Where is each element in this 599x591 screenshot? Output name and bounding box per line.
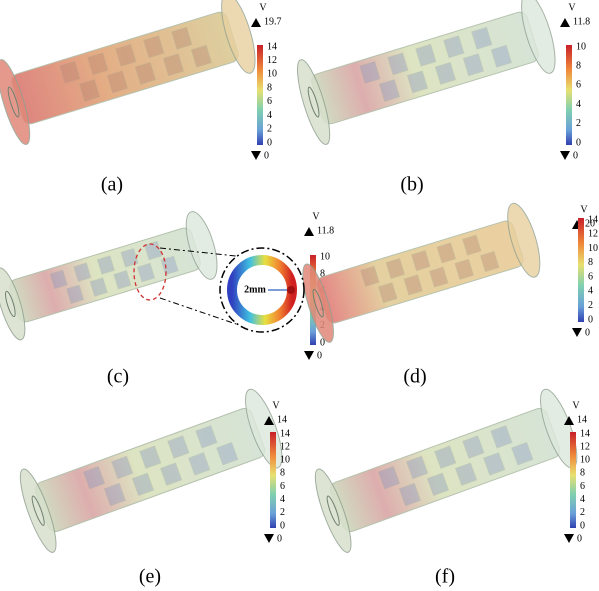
min-label: 0	[573, 150, 578, 161]
colorbar-tick: 14	[280, 428, 290, 439]
colorbar-tick: 10	[580, 455, 590, 466]
tube-body	[328, 406, 562, 534]
tube-body	[8, 226, 203, 324]
panel: V 14 14 12 10 8 6 4 2 0 0 (f)	[309, 383, 590, 588]
max-label: 14	[577, 414, 587, 425]
unit-label: V	[272, 400, 280, 411]
min-label: 0	[264, 150, 269, 161]
unit-label: V	[572, 400, 580, 411]
colorbar-tick: 0	[588, 314, 593, 325]
min-marker	[564, 534, 574, 543]
colorbar-tick: 12	[588, 229, 598, 240]
panel-label: (f)	[435, 566, 455, 588]
panel-label: (a)	[101, 174, 123, 196]
min-label: 0	[277, 533, 282, 544]
colorbar-tick: 8	[267, 82, 272, 93]
panel: V20141210864200(d)	[297, 198, 598, 388]
panel: V 14 14 12 10 8 6 4 2 0 0 (e)	[14, 383, 290, 588]
tube	[309, 383, 585, 556]
colorbar-tick: 14	[267, 41, 277, 52]
colorbar-tick: 4	[580, 494, 585, 505]
colorbar-tick: 0	[280, 520, 285, 531]
max-marker	[304, 227, 314, 236]
colorbar-tick: 12	[267, 55, 277, 66]
colorbar-tick: 2	[588, 300, 593, 311]
tube	[297, 198, 548, 345]
colorbar-tick: 2	[267, 124, 272, 135]
colorbar-tick: 6	[267, 96, 272, 107]
callout-dot	[287, 286, 295, 294]
tube	[0, 206, 224, 342]
min-label: 0	[585, 327, 590, 338]
colorbar-tick: 10	[576, 41, 586, 52]
tube	[0, 0, 263, 147]
colorbar-tick: 12	[580, 441, 590, 452]
colorbar-tick: 8	[280, 468, 285, 479]
unit-label: V	[568, 2, 576, 13]
tube-body	[33, 406, 267, 534]
max-label: 19.7	[264, 16, 282, 27]
colorbar-tick: 14	[588, 214, 598, 225]
max-label: 11.8	[573, 16, 590, 27]
colorbar-tick: 6	[576, 80, 581, 91]
colorbar-tick: 6	[280, 481, 285, 492]
colorbar-tick: 10	[588, 243, 598, 254]
colorbar-tick: 4	[267, 110, 272, 121]
tube	[14, 383, 290, 556]
panel-label: (c)	[107, 366, 129, 388]
min-label: 0	[317, 350, 322, 361]
tube	[291, 0, 563, 147]
colorbar	[578, 218, 584, 322]
max-marker	[251, 18, 261, 27]
colorbar	[570, 432, 576, 528]
colorbar-tick: 8	[576, 60, 581, 71]
max-label: 14	[277, 414, 287, 425]
min-marker	[304, 351, 314, 360]
min-marker	[572, 328, 582, 337]
unit-label: V	[259, 2, 267, 13]
colorbar-tick: 2	[576, 118, 581, 129]
max-label: 11.8	[317, 225, 334, 236]
colorbar-tick: 0	[576, 137, 581, 148]
tube-body	[310, 10, 540, 126]
panel: V 11.8 10 8 6 4 2 0 0 (b)	[291, 0, 590, 196]
panel-label: (b)	[400, 174, 423, 196]
colorbar-tick: 10	[280, 455, 290, 466]
colorbar-tick: 0	[580, 520, 585, 531]
colorbar-tick: 2	[280, 507, 285, 518]
min-label: 0	[577, 533, 582, 544]
panel: V 19.7 14 12 10 8 6 4 2 0 0 (a)	[0, 0, 282, 196]
unit-label: V	[312, 211, 320, 222]
colorbar-tick: 8	[588, 257, 593, 268]
colorbar-tick: 6	[580, 481, 585, 492]
colorbar-tick: 4	[588, 286, 593, 297]
min-marker	[251, 151, 261, 160]
colorbar-tick: 12	[280, 441, 290, 452]
colorbar-tick: 0	[267, 137, 272, 148]
colorbar-tick: 8	[580, 468, 585, 479]
figure: V 19.7 14 12 10 8 6 4 2 0 0 (a) V 11.8 10 8 6 4 2 0 0 (b) V 11.…	[0, 0, 599, 591]
colorbar-tick: 4	[280, 494, 285, 505]
colorbar-tick: 6	[588, 271, 593, 282]
tube-body	[10, 10, 240, 126]
colorbar-tick: 4	[576, 99, 581, 110]
max-marker	[560, 18, 570, 27]
min-marker	[264, 534, 274, 543]
colorbar-tick: 2	[580, 507, 585, 518]
colorbar	[566, 45, 572, 145]
panel-label: (d)	[403, 366, 426, 388]
colorbar-tick: 10	[267, 69, 277, 80]
colorbar-tick: 10	[320, 251, 330, 262]
colorbar	[270, 432, 276, 528]
callout-label: 2mm	[244, 284, 266, 295]
panel-label: (e)	[139, 566, 161, 588]
tube-body	[315, 219, 525, 325]
min-marker	[560, 151, 570, 160]
colorbar-tick: 14	[580, 428, 590, 439]
colorbar	[257, 45, 263, 145]
